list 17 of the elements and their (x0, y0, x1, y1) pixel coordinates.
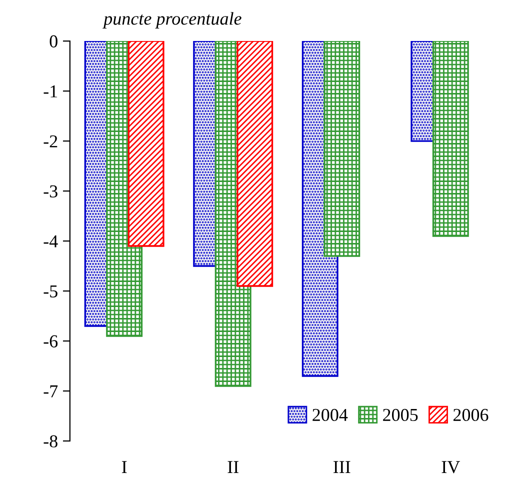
x-tick-label: IV (442, 461, 460, 474)
y-tick-label: -1 (44, 85, 58, 98)
legend-label: 2004 (312, 408, 348, 422)
y-tick-label: -3 (44, 185, 58, 198)
y-axis-title: puncte procentuale (102, 12, 242, 28)
legend-label: 2006 (453, 408, 488, 422)
legend-label: 2005 (383, 408, 418, 422)
y-tick-label: -5 (44, 285, 58, 298)
y-tick-label: -6 (44, 335, 58, 348)
y-tick-label: -2 (44, 135, 58, 148)
x-tick-label: I (122, 461, 127, 473)
y-tick-label: -7 (44, 385, 58, 398)
x-tick-label: III (334, 461, 350, 473)
y-tick-label: -8 (44, 435, 58, 448)
y-tick-label: -4 (44, 235, 58, 248)
y-tick-label: 0 (50, 35, 58, 48)
x-tick-label: II (228, 461, 238, 473)
